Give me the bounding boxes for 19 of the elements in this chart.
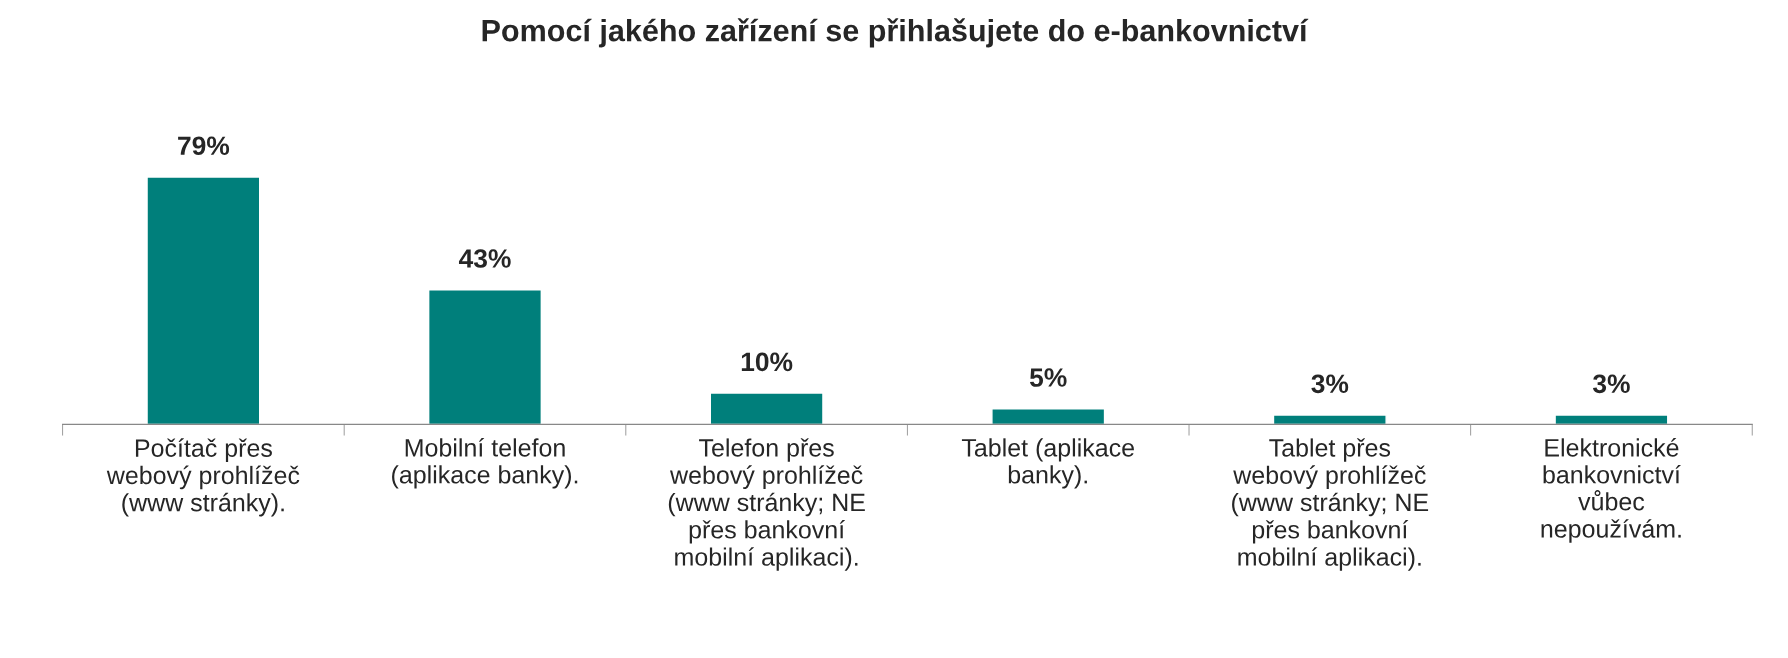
- bar: [427, 289, 543, 425]
- bar: [1272, 414, 1387, 425]
- bar: [709, 392, 824, 425]
- data-label: 43%: [458, 249, 511, 268]
- data-label: 3%: [1311, 374, 1349, 394]
- x-tick-label: Telefon přes webový prohlížeč (www stránky; NE přes bankovní mobilní aplikaci).: [668, 438, 865, 571]
- chart-title: Pomocí jakého zařízení se přihlašujete do e-bankovnictví: [482, 18, 1309, 48]
- data-label: 3%: [1592, 374, 1630, 394]
- x-tick-label: Počítač přes webový prohlížeč (www stránky).: [106, 438, 300, 517]
- data-label: 10%: [741, 352, 793, 372]
- x-tick-label: Mobilní telefon (aplikace banky).: [392, 438, 578, 489]
- data-label: 5%: [1029, 368, 1067, 387]
- x-tick-label: Elektronické bankovnictví vůbec nepoužívám.: [1541, 438, 1681, 543]
- data-label: 79%: [178, 136, 230, 156]
- x-tick-label: Tablet přes webový prohlížeč (www stránky; NE přes bankovní mobilní aplikaci).: [1232, 438, 1429, 571]
- bar: [1554, 414, 1669, 425]
- x-tick-label: Tablet (aplikace banky).: [961, 438, 1134, 489]
- bar: [146, 176, 261, 425]
- bar: [991, 408, 1106, 425]
